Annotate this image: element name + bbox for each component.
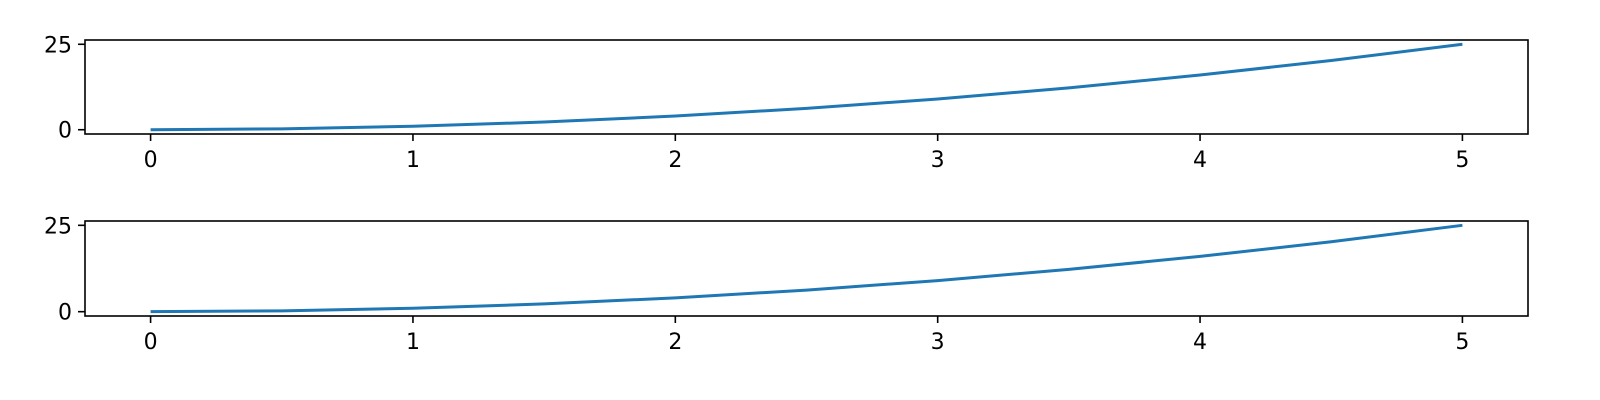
x-tick-label: 2 [668,330,682,355]
y-tick-label: 25 [44,33,72,58]
x-tick-label: 1 [406,148,420,173]
axes-frame [84,220,1529,317]
x-tick-label: 2 [668,148,682,173]
x-tick-label: 3 [931,148,945,173]
subplot-1: 0 1 2 3 4 5 0 25 [44,33,1529,173]
x-tick-label: 0 [144,148,158,173]
series-line [150,223,1463,314]
x-tick-label: 4 [1193,148,1207,173]
x-tick-label: 3 [931,330,945,355]
series-line [150,42,1463,132]
x-tick-label: 1 [406,330,420,355]
x-tick-label: 4 [1193,330,1207,355]
x-tick-label: 5 [1455,148,1469,173]
x-tick-label: 0 [144,330,158,355]
axes-frame [84,39,1529,135]
x-tick-label: 5 [1455,330,1469,355]
y-tick-label: 0 [58,119,72,144]
y-tick-label: 25 [44,214,72,239]
y-tick-label: 0 [58,301,72,326]
subplot-2: 0 1 2 3 4 5 0 25 [44,214,1529,355]
